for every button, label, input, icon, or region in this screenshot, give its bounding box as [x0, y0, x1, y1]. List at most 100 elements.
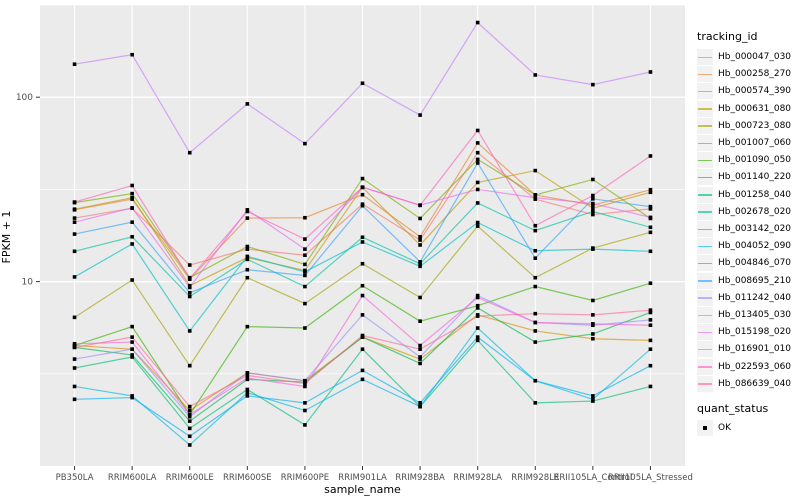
data-point-marker — [533, 248, 538, 253]
data-point-marker — [648, 249, 653, 254]
data-point-marker — [303, 262, 307, 267]
data-point-marker — [187, 263, 192, 267]
legend-key-swatch — [697, 238, 713, 255]
legend-item-label: Hb_001090_050 — [718, 155, 792, 166]
data-point-marker — [303, 247, 307, 251]
legend-item-label: Hb_086639_040 — [718, 378, 792, 389]
data-point-marker — [418, 319, 422, 323]
data-point-marker — [72, 249, 77, 254]
data-point-marker — [648, 187, 653, 192]
y-tick-label: 100 — [16, 93, 33, 103]
legend-item-label: Hb_004846_070 — [718, 258, 792, 269]
data-point-marker — [648, 318, 653, 322]
data-point-marker — [591, 201, 595, 206]
data-point-marker — [591, 336, 595, 341]
legend-key-line — [698, 194, 712, 196]
x-axis-title: sample_name — [324, 483, 401, 496]
data-point-marker — [303, 423, 307, 427]
data-point-marker — [360, 192, 365, 197]
legend-item-Hb_001140_220: Hb_001140_220 — [697, 169, 791, 186]
legend-key-line — [698, 108, 712, 110]
data-point-marker — [475, 180, 480, 185]
data-point-marker — [303, 141, 307, 146]
data-point-marker — [475, 161, 480, 165]
legend-item-Hb_002678_020: Hb_002678_020 — [697, 203, 791, 220]
data-point-marker — [245, 209, 250, 214]
x-tick-label: RRIM928LE — [511, 473, 559, 483]
legend-key-line — [698, 211, 712, 213]
legend-item-Hb_015198_020: Hb_015198_020 — [697, 324, 791, 341]
data-point-marker — [418, 238, 422, 242]
legend-key-swatch — [697, 186, 713, 203]
data-point-marker — [72, 200, 77, 204]
data-point-marker — [130, 324, 134, 329]
data-point-marker — [418, 361, 422, 366]
legend-item-label: Hb_000574_390 — [718, 86, 792, 97]
data-point-marker — [591, 193, 595, 198]
data-point-marker — [360, 283, 365, 288]
legend-key-swatch — [697, 100, 713, 117]
data-point-marker — [72, 366, 77, 370]
legend-key-line — [698, 331, 712, 334]
data-point-marker — [187, 414, 192, 419]
data-point-marker — [591, 322, 595, 326]
data-point-marker — [72, 232, 77, 236]
data-point-marker — [533, 223, 538, 228]
data-point-marker — [360, 377, 365, 382]
legend-key-swatch — [697, 358, 713, 375]
x-tick-label: RRIM928BA — [395, 473, 445, 483]
data-point-marker — [187, 419, 192, 423]
x-tick-label: RRII105LA_Control — [553, 473, 632, 483]
x-tick-label: RRIM928LA — [453, 473, 502, 483]
legend-key-swatch — [697, 272, 713, 289]
legend-item-Hb_008695_210: Hb_008695_210 — [697, 272, 791, 289]
legend-item-Hb_003142_020: Hb_003142_020 — [697, 221, 791, 237]
legend-key-line — [698, 142, 712, 144]
legend-item-label: Hb_000047_030 — [718, 52, 792, 62]
data-point-marker — [591, 394, 595, 398]
data-point-marker — [591, 206, 595, 211]
data-point-marker — [72, 357, 77, 361]
data-point-marker — [130, 234, 134, 239]
data-point-marker — [303, 326, 307, 330]
data-point-marker — [475, 141, 480, 145]
legend-item-Hb_000258_270: Hb_000258_270 — [697, 66, 792, 83]
legend-item-Hb_000631_080: Hb_000631_080 — [697, 100, 791, 117]
legend-key-swatch — [697, 83, 713, 100]
data-point-marker — [130, 353, 134, 357]
data-point-marker — [130, 335, 134, 339]
data-point-marker — [130, 52, 134, 57]
legend-item-label: Hb_011242_040 — [718, 292, 792, 303]
y-axis-title: FPKM + 1 — [0, 210, 13, 264]
legend-key-line — [698, 176, 712, 179]
data-point-marker — [648, 225, 653, 230]
legend-item-Hb_001090_050: Hb_001090_050 — [697, 152, 792, 169]
legend-item-Hb_004846_070: Hb_004846_070 — [697, 255, 792, 272]
data-point-marker — [303, 301, 307, 306]
legend-key-line — [698, 383, 712, 385]
data-point-marker — [187, 408, 192, 413]
data-point-marker — [360, 368, 365, 373]
x-tick-label: RRIM901LA — [338, 473, 387, 483]
data-point-marker — [245, 244, 250, 249]
data-point-marker — [360, 176, 365, 181]
data-point-marker — [187, 426, 192, 431]
legend-key-swatch — [697, 117, 713, 134]
x-tick-label: PB350LA — [56, 473, 94, 483]
legend-key-line — [698, 348, 712, 351]
legend-key-swatch — [697, 255, 713, 272]
data-point-marker — [245, 387, 250, 392]
data-point-marker — [303, 378, 307, 383]
data-point-marker — [187, 290, 192, 295]
legend-item-Hb_000723_080: Hb_000723_080 — [697, 117, 791, 134]
legend-item-label: Hb_000258_270 — [718, 69, 792, 80]
data-point-marker — [72, 207, 77, 211]
data-point-marker — [245, 247, 250, 251]
data-point-marker — [648, 190, 653, 195]
legend-key-line — [698, 262, 712, 265]
data-point-marker — [187, 443, 192, 447]
data-point-marker — [130, 242, 134, 246]
legend-key-line — [698, 56, 712, 58]
